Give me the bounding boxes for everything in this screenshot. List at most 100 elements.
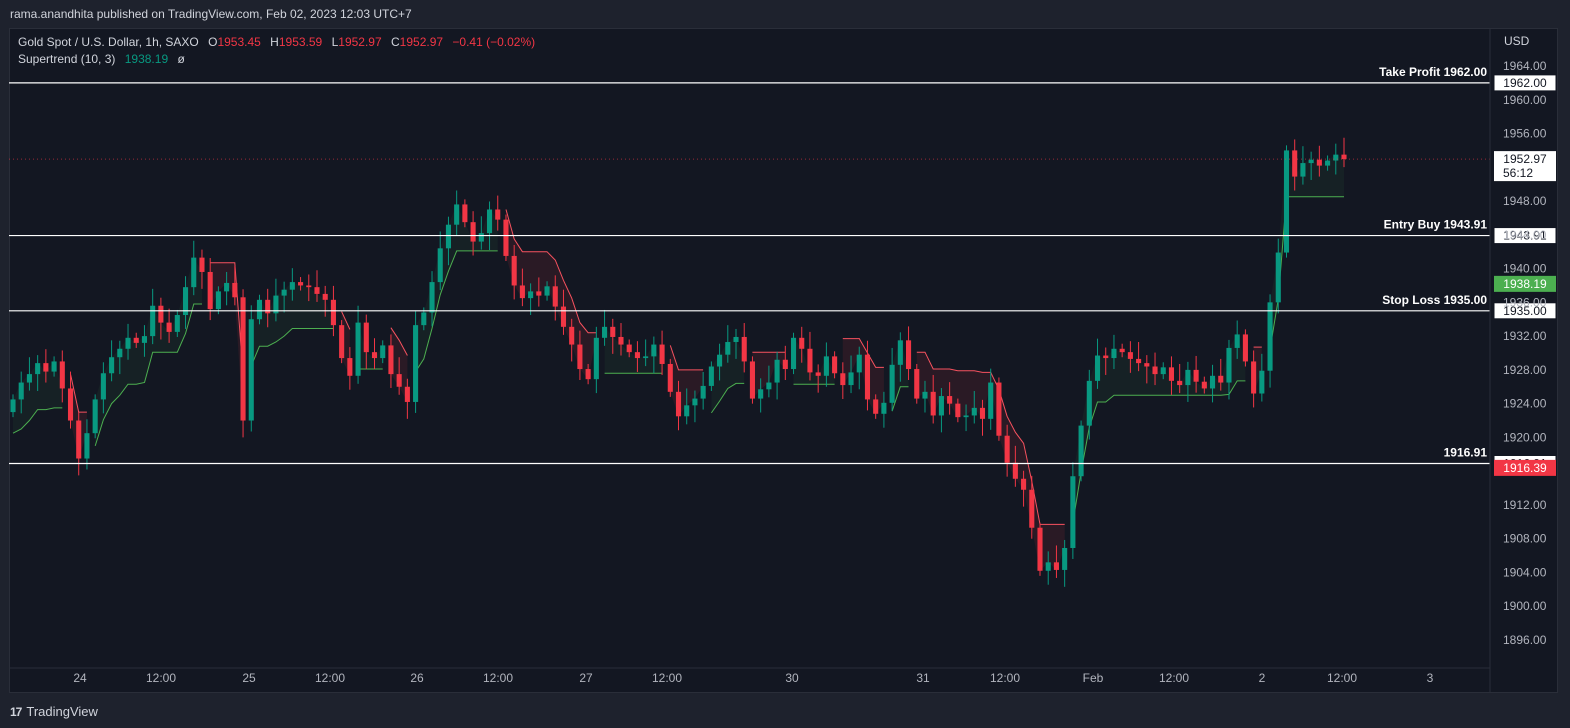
candle-body[interactable]: [1103, 355, 1109, 359]
candle-body[interactable]: [92, 399, 98, 434]
candle-body[interactable]: [182, 287, 189, 316]
candle-body[interactable]: [963, 415, 969, 418]
candle-body[interactable]: [215, 291, 221, 310]
candle-body[interactable]: [1062, 547, 1068, 570]
candle-body[interactable]: [1283, 150, 1290, 253]
candle-body[interactable]: [790, 337, 797, 370]
candle-body[interactable]: [1045, 562, 1051, 571]
candle-body[interactable]: [823, 356, 829, 376]
candle-body[interactable]: [1251, 361, 1257, 394]
candle-body[interactable]: [174, 315, 180, 332]
candle-body[interactable]: [996, 382, 1002, 436]
candle-body[interactable]: [914, 369, 920, 399]
candle-body[interactable]: [289, 282, 295, 290]
candle-body[interactable]: [528, 291, 534, 299]
candle-body[interactable]: [511, 255, 517, 286]
candle-body[interactable]: [1201, 381, 1207, 389]
candle-body[interactable]: [330, 299, 336, 326]
candle-body[interactable]: [1160, 367, 1166, 375]
candle-body[interactable]: [708, 366, 714, 386]
candle-body[interactable]: [67, 388, 74, 421]
candle-body[interactable]: [51, 361, 57, 372]
candle-body[interactable]: [117, 348, 123, 358]
candle-body[interactable]: [1300, 163, 1306, 177]
candle-body[interactable]: [1168, 367, 1175, 381]
candle-body[interactable]: [873, 399, 879, 414]
indicator-name[interactable]: Supertrend (10, 3): [18, 52, 116, 66]
candle-body[interactable]: [930, 391, 936, 416]
candle-body[interactable]: [314, 287, 320, 294]
candle-body[interactable]: [1242, 334, 1248, 362]
currency-label[interactable]: USD: [1504, 34, 1530, 48]
candle-body[interactable]: [503, 219, 509, 256]
candle-body[interactable]: [560, 306, 567, 327]
candle-body[interactable]: [585, 369, 591, 380]
price-axis[interactable]: 1896.00 1900.00 1904.00 1908.00 1912.00 1916.…: [1489, 28, 1547, 693]
candle-body[interactable]: [856, 354, 862, 373]
candle-body[interactable]: [59, 361, 65, 389]
candle-body[interactable]: [1218, 375, 1224, 383]
candle-body[interactable]: [1144, 363, 1150, 367]
candle-body[interactable]: [1111, 348, 1117, 359]
candle-body[interactable]: [971, 407, 977, 416]
candle-body[interactable]: [643, 356, 649, 359]
candle-body[interactable]: [281, 289, 287, 296]
candle-body[interactable]: [322, 293, 328, 300]
candle-body[interactable]: [979, 407, 986, 419]
candle-body[interactable]: [109, 357, 115, 374]
candle-body[interactable]: [733, 336, 739, 343]
candle-body[interactable]: [1234, 334, 1240, 348]
candle-body[interactable]: [199, 257, 205, 272]
candle-body[interactable]: [339, 325, 345, 359]
candle-body[interactable]: [306, 285, 312, 288]
candle-body[interactable]: [906, 340, 912, 370]
candle-body[interactable]: [1267, 302, 1273, 371]
candle-body[interactable]: [125, 337, 131, 349]
candle-body[interactable]: [749, 361, 755, 399]
candle-body[interactable]: [519, 285, 525, 299]
candle-body[interactable]: [552, 286, 558, 307]
candle-body[interactable]: [1308, 159, 1314, 164]
candle-body[interactable]: [593, 337, 599, 380]
candle-body[interactable]: [1209, 375, 1216, 389]
candle-body[interactable]: [938, 396, 944, 416]
candle-body[interactable]: [840, 373, 846, 386]
candle-body[interactable]: [651, 344, 657, 357]
candle-body[interactable]: [659, 344, 665, 364]
candle-body[interactable]: [881, 402, 887, 414]
candle-body[interactable]: [166, 322, 172, 332]
candle-body[interactable]: [240, 297, 246, 421]
candle-body[interactable]: [470, 222, 476, 242]
candle-body[interactable]: [848, 372, 854, 386]
candle-body[interactable]: [191, 257, 197, 288]
candle-body[interactable]: [864, 354, 871, 400]
candles[interactable]: [10, 137, 1347, 587]
candle-body[interactable]: [1021, 478, 1027, 490]
candle-body[interactable]: [1127, 352, 1133, 359]
candle-body[interactable]: [782, 359, 788, 370]
candle-body[interactable]: [1275, 252, 1281, 303]
candle-body[interactable]: [1136, 358, 1142, 364]
candle-body[interactable]: [26, 374, 32, 383]
candle-body[interactable]: [1185, 369, 1191, 386]
candle-body[interactable]: [1037, 527, 1043, 571]
candle-body[interactable]: [602, 326, 608, 338]
candle-body[interactable]: [815, 372, 821, 376]
candle-body[interactable]: [675, 391, 682, 417]
candle-body[interactable]: [1177, 380, 1183, 386]
candle-body[interactable]: [232, 282, 238, 298]
candle-body[interactable]: [421, 312, 427, 326]
horizontal-levels[interactable]: Take Profit 1962.00 1962.00 Entry Buy 1943…: [9, 65, 1557, 472]
candle-body[interactable]: [1193, 369, 1199, 382]
candle-body[interactable]: [544, 286, 550, 296]
candle-body[interactable]: [133, 337, 139, 343]
candle-body[interactable]: [35, 363, 41, 375]
candle-body[interactable]: [1119, 348, 1125, 353]
candle-body[interactable]: [741, 336, 747, 362]
candle-body[interactable]: [832, 356, 838, 374]
candle-body[interactable]: [799, 337, 805, 349]
candle-body[interactable]: [396, 374, 402, 387]
candle-body[interactable]: [1152, 366, 1158, 375]
candle-body[interactable]: [717, 354, 723, 367]
candle-body[interactable]: [248, 319, 254, 421]
